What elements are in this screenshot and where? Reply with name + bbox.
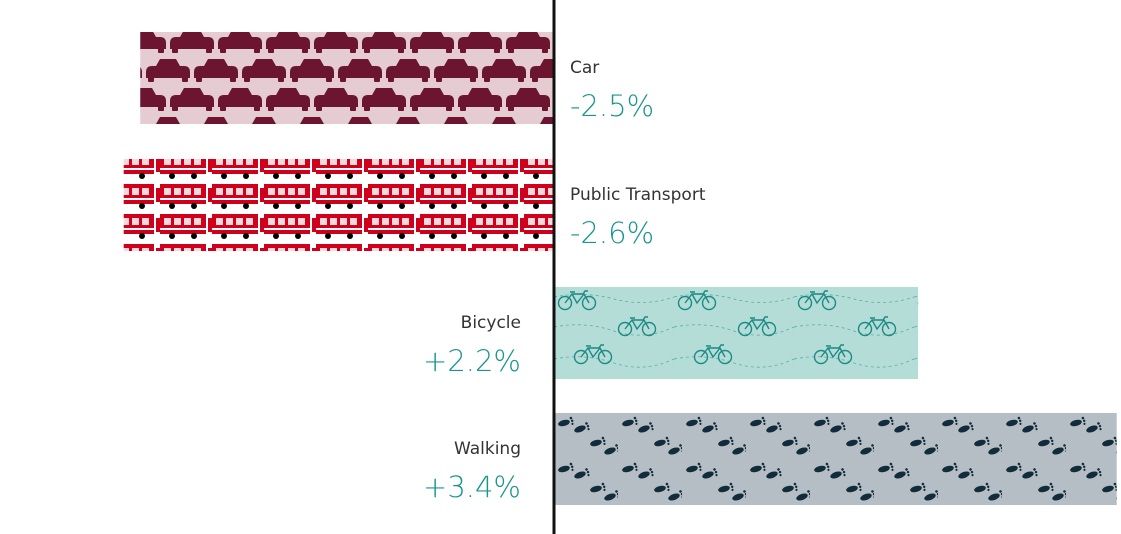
value-label-bicycle: +2.2% — [423, 344, 521, 378]
bar-bicycle — [554, 287, 919, 379]
value-label-car: -2.5% — [570, 89, 654, 123]
category-label-public-transport: Public Transport — [570, 185, 706, 205]
bar-public-transport — [123, 159, 554, 251]
value-label-walking: +3.4% — [423, 470, 521, 504]
category-label-walking: Walking — [454, 439, 521, 459]
category-label-car: Car — [570, 58, 599, 78]
labels-layer: Car -2.5% Public Transport -2.6% Bicycle +2.2… — [423, 58, 706, 504]
bar-car — [140, 32, 554, 124]
value-label-public-transport: -2.6% — [570, 216, 654, 250]
bars-layer — [123, 32, 1117, 505]
category-label-bicycle: Bicycle — [461, 313, 521, 333]
bar-walking — [554, 413, 1117, 505]
